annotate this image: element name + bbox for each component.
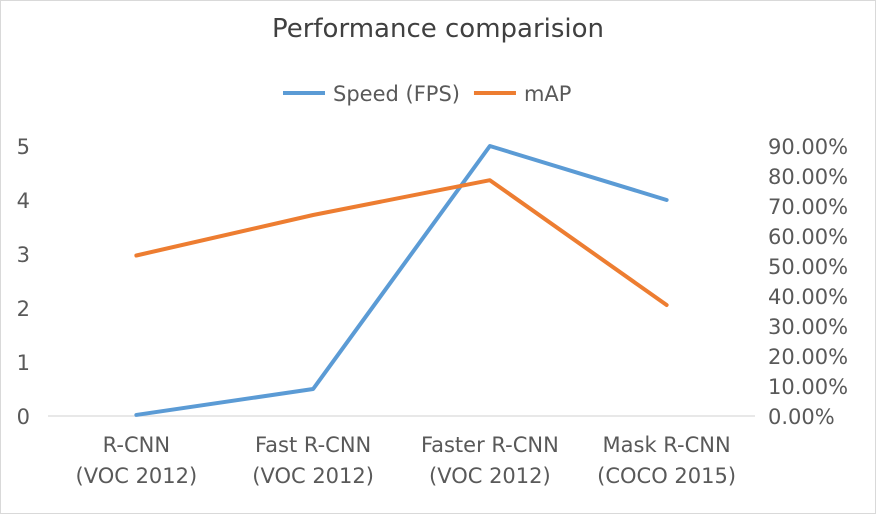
y-left-tick-label: 5 (17, 135, 30, 159)
legend-label-0: Speed (FPS) (333, 82, 460, 106)
y-left-tick-label: 2 (17, 297, 30, 321)
y-right-tick-label: 60.00% (768, 225, 848, 249)
y-right-tick-label: 10.00% (768, 375, 848, 399)
legend: Speed (FPS) mAP (283, 82, 571, 106)
chart-title: Performance comparision (271, 14, 605, 44)
y-left-tick-label: 0 (17, 405, 30, 429)
y-right-tick-label: 70.00% (768, 195, 848, 219)
x-tick-label: Faster R-CNN (421, 433, 559, 457)
series-line-1 (134, 178, 669, 307)
x-tick-label: (VOC 2012) (429, 464, 551, 488)
x-tick-label: (VOC 2012) (252, 464, 374, 488)
axes: 0123450.00%10.00%20.00%30.00%40.00%50.00… (17, 135, 848, 488)
series-lines (134, 144, 669, 417)
x-tick-label: R-CNN (103, 433, 170, 457)
x-tick-label: Fast R-CNN (255, 433, 371, 457)
y-left-tick-label: 4 (17, 189, 30, 213)
y-right-tick-label: 0.00% (768, 405, 835, 429)
y-right-tick-label: 20.00% (768, 345, 848, 369)
y-right-tick-label: 40.00% (768, 285, 848, 309)
y-left-tick-label: 3 (17, 243, 30, 267)
x-tick-label: (COCO 2015) (597, 464, 736, 488)
x-tick-label: (VOC 2012) (76, 464, 198, 488)
y-right-tick-label: 30.00% (768, 315, 848, 339)
y-right-tick-label: 80.00% (768, 165, 848, 189)
series-line-0 (134, 144, 669, 417)
y-right-tick-label: 90.00% (768, 135, 848, 159)
x-tick-label: Mask R-CNN (603, 433, 731, 457)
y-right-tick-label: 50.00% (768, 255, 848, 279)
y-left-tick-label: 1 (17, 351, 30, 375)
legend-label-1: mAP (524, 82, 572, 106)
